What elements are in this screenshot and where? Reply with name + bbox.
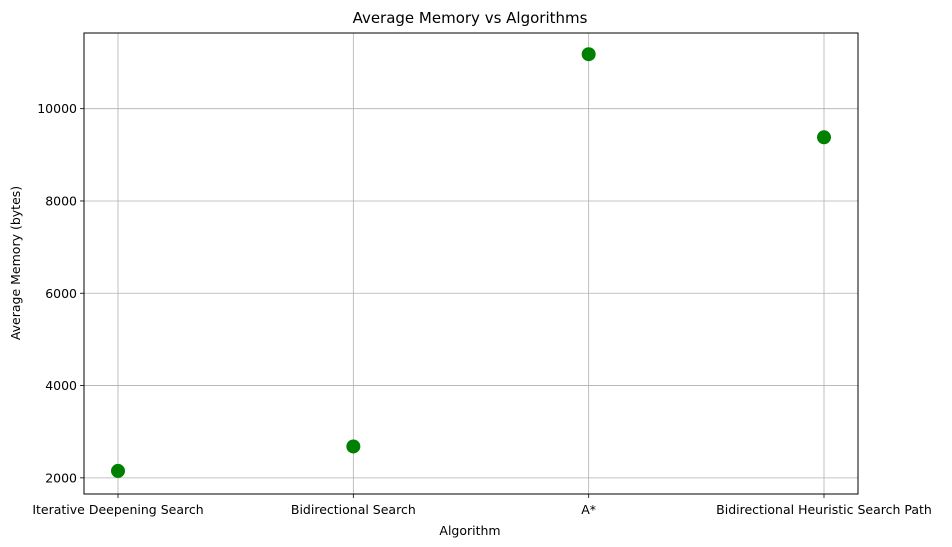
- y-tick-label: 8000: [45, 193, 77, 208]
- y-tick-label: 10000: [37, 101, 77, 116]
- data-points: [111, 47, 831, 478]
- grid: [84, 33, 858, 494]
- x-axis-ticks: Iterative Deepening Search Bidirectional …: [32, 494, 932, 517]
- data-point: [346, 439, 361, 454]
- y-tick-label: 4000: [45, 378, 77, 393]
- data-point: [581, 47, 596, 62]
- data-point: [817, 130, 831, 145]
- x-tick-label: Bidirectional Heuristic Search Path: [716, 502, 932, 517]
- y-axis-ticks: 2000 4000 6000 8000 10000: [37, 101, 84, 485]
- x-tick-label: A*: [581, 502, 596, 517]
- x-axis-title: Algorithm: [439, 523, 500, 538]
- y-axis-title: Average Memory (bytes): [8, 186, 23, 340]
- data-point: [111, 463, 125, 478]
- x-tick-label: Bidirectional Search: [291, 502, 416, 517]
- y-tick-label: 6000: [45, 286, 77, 301]
- plot-frame: [83, 32, 859, 495]
- chart-title: Average Memory vs Algorithms: [353, 9, 588, 27]
- x-tick-label: Iterative Deepening Search: [32, 502, 203, 517]
- y-tick-label: 2000: [45, 470, 77, 485]
